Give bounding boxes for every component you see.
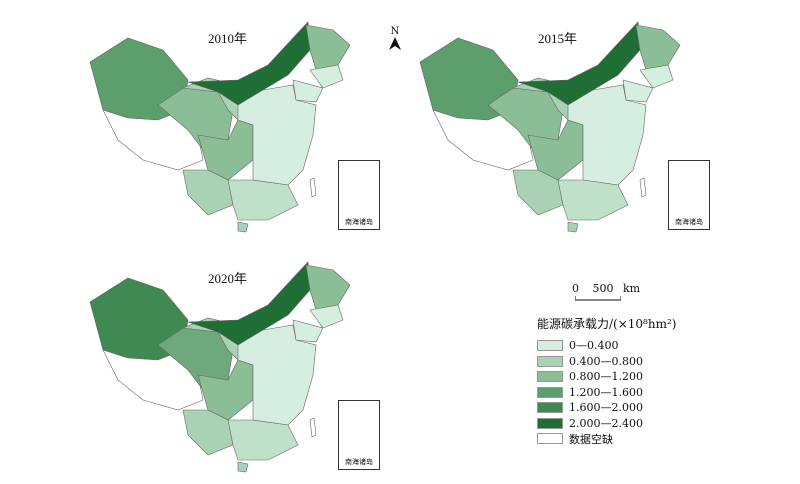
inset-label: 南海诸岛 (345, 458, 373, 466)
inset-label: 南海诸岛 (345, 218, 373, 226)
legend-swatch (537, 417, 563, 429)
region-liaoning (622, 79, 654, 103)
north-arrow: N (388, 26, 402, 54)
north-arrow-icon (389, 37, 401, 50)
scale-bar: 0 500 km (572, 282, 641, 301)
legend-label: 2.000—2.400 (569, 416, 643, 430)
region-heilongjiang (305, 264, 351, 311)
region-jilin (639, 64, 674, 89)
legend: 能源碳承载力/(×10⁸hm²) 0—0.400 0.400—0.800 0.800… (537, 315, 676, 447)
scale-bar-line (575, 296, 621, 301)
legend-item: 数据空缺 (537, 431, 676, 447)
legend-item: 0.800—1.200 (537, 369, 676, 385)
legend-item: 1.600—2.000 (537, 400, 676, 416)
legend-swatch (537, 340, 563, 352)
scale-value: 500 (592, 282, 614, 295)
legend-rows: 0—0.400 0.400—0.800 0.800—1.200 1.200—1.600… (537, 338, 676, 447)
legend-label: 0.400—0.800 (569, 354, 643, 368)
legend-item: 2.000—2.400 (537, 416, 676, 432)
region-taiwan (309, 177, 317, 198)
scale-zero: 0 (572, 282, 579, 295)
legend-label: 数据空缺 (569, 432, 613, 446)
legend-swatch (537, 355, 563, 367)
legend-item: 0.400—0.800 (537, 354, 676, 370)
map-year-label: 2015年 (538, 31, 578, 46)
legend-swatch (537, 402, 563, 414)
legend-label: 1.600—2.000 (569, 401, 643, 415)
region-central-east (237, 324, 317, 426)
china-map-2020 (89, 261, 351, 473)
region-taiwan (639, 177, 647, 198)
region-south (227, 179, 299, 221)
region-xizang (102, 109, 204, 171)
legend-item: 0—0.400 (537, 338, 676, 354)
map-panel-2020: 2020年 南海诸岛 (88, 250, 380, 475)
region-jilin (309, 304, 344, 329)
legend-item: 1.200—1.600 (537, 385, 676, 401)
region-liaoning (292, 79, 324, 103)
map-year-label: 2020年 (208, 271, 248, 286)
legend-label: 0.800—1.200 (569, 370, 643, 384)
inset-label: 南海诸岛 (675, 218, 703, 226)
legend-swatch (537, 371, 563, 383)
region-hainan (237, 461, 249, 473)
region-xizang (102, 349, 204, 411)
south-china-sea-inset: 南海诸岛 (338, 160, 380, 230)
region-liaoning (292, 319, 324, 343)
region-jilin (309, 64, 344, 89)
region-hainan (567, 221, 579, 233)
south-china-sea-inset: 南海诸岛 (338, 400, 380, 470)
map-year-label: 2010年 (208, 31, 248, 46)
china-map-2010 (89, 21, 351, 233)
region-central-east (567, 84, 647, 186)
legend-swatch (537, 433, 563, 445)
scale-unit: km (623, 282, 641, 295)
region-south (227, 419, 299, 461)
region-heilongjiang (635, 24, 681, 71)
map-panel-2010: 2010年 南海诸岛 (88, 10, 380, 235)
region-heilongjiang (305, 24, 351, 71)
region-xizang (432, 109, 534, 171)
legend-label: 0—0.400 (569, 339, 619, 353)
legend-title: 能源碳承载力/(×10⁸hm²) (537, 317, 677, 331)
region-taiwan (309, 417, 317, 438)
north-label: N (390, 26, 400, 37)
region-south (557, 179, 629, 221)
south-china-sea-inset: 南海诸岛 (668, 160, 710, 230)
legend-label: 1.200—1.600 (569, 385, 643, 399)
map-panel-2015: 2015年 南海诸岛 (418, 10, 710, 235)
legend-swatch (537, 386, 563, 398)
china-map-2015 (419, 21, 681, 233)
region-hainan (237, 221, 249, 233)
region-central-east (237, 84, 317, 186)
